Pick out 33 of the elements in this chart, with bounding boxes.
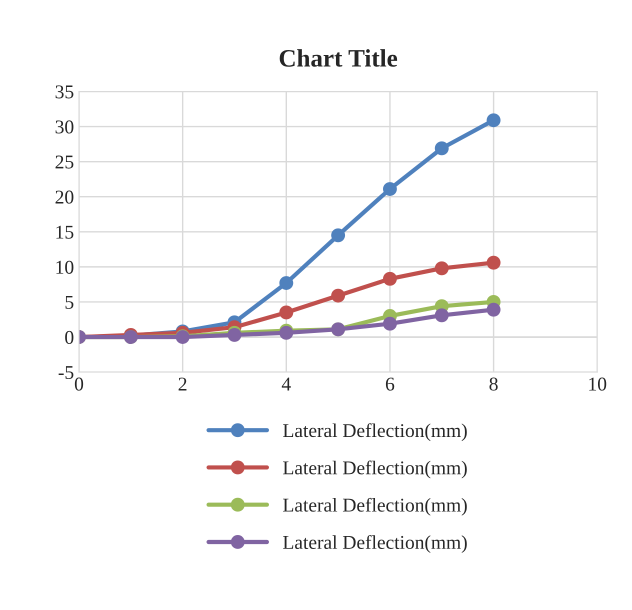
x-tick-label: 0 [74, 378, 84, 391]
legend-label: Lateral Deflection(mm) [283, 460, 467, 478]
chart-title: Chart Title [280, 49, 398, 67]
y-tick-label: 15 [56, 226, 74, 239]
legend-label: Lateral Deflection(mm) [283, 423, 467, 442]
y-tick-label: 0 [65, 330, 74, 344]
y-tick-label: 30 [56, 120, 74, 134]
point [434, 308, 449, 322]
x-tick-label: 10 [589, 378, 606, 391]
y-tick-label: -5 [58, 366, 74, 380]
x-tick-label: 6 [386, 378, 394, 391]
point [331, 228, 346, 242]
point [486, 113, 501, 128]
point [486, 256, 501, 270]
y-tick-label: 35 [56, 85, 74, 98]
point [331, 288, 346, 303]
point [434, 141, 449, 156]
point [279, 306, 294, 320]
legend-label: Lateral Deflection(mm) [283, 498, 467, 516]
point [486, 302, 501, 317]
point [383, 272, 397, 286]
point [383, 316, 397, 331]
x-tick-label: 4 [282, 378, 291, 390]
legend-label: Lateral Deflection(mm) [283, 535, 467, 553]
point [279, 276, 294, 290]
x-tick-label: 8 [489, 378, 498, 391]
y-tick-label: 25 [56, 156, 74, 169]
y-tick-label: 5 [66, 296, 74, 309]
y-tick-label: 10 [56, 260, 74, 274]
x-tick-label: 2 [178, 378, 186, 390]
point [383, 182, 397, 196]
y-tick-label: 20 [56, 190, 74, 204]
point [434, 261, 449, 276]
